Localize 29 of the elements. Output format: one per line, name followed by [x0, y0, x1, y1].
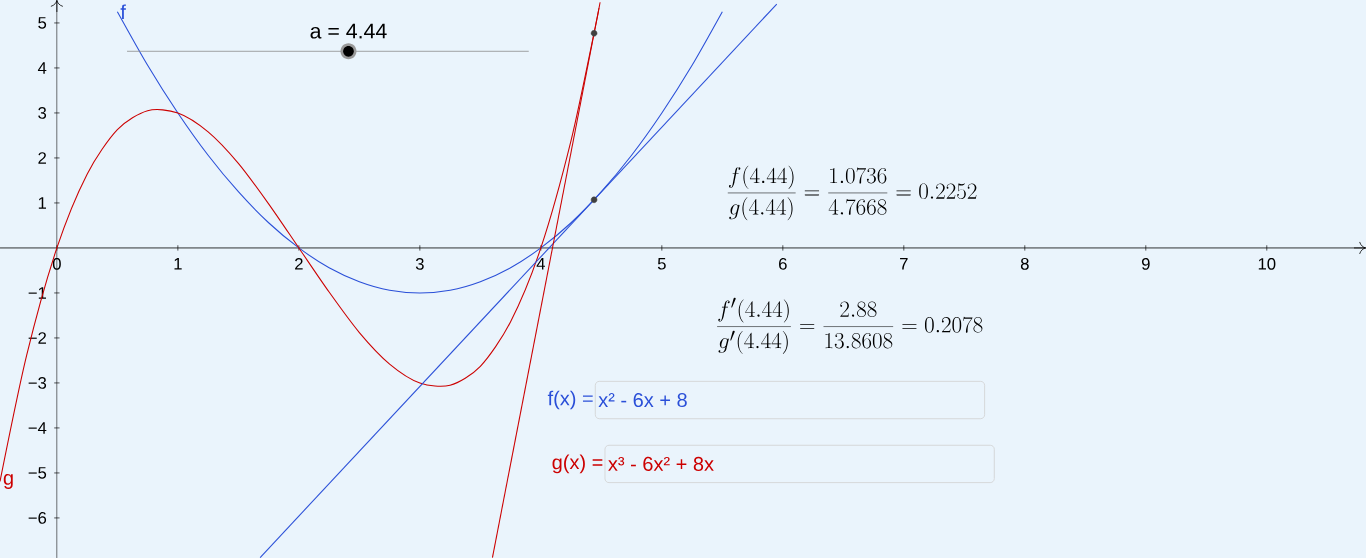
annotation: $\frac{f(4.44)}{g(4.44)} = \frac{1.0736}{4.7668} = 0.2252$ — [727, 165, 977, 221]
y-tick-label: 5 — [38, 17, 47, 29]
x-tick-label: 3 — [415, 257, 424, 270]
series-label: f — [120, 4, 126, 19]
x-tick-label: 4 — [536, 257, 545, 270]
x-tick-label: 7 — [900, 257, 908, 270]
x-tick-label: 1 — [174, 257, 182, 270]
annotation: a = 4.44 — [310, 23, 387, 39]
x-tick-label: 0 — [52, 257, 61, 270]
annotation: g(x) = — [552, 454, 603, 474]
y-tick-label: −3 — [28, 377, 47, 389]
x-tick-label: 6 — [779, 257, 787, 270]
y-tick-label: −4 — [28, 422, 47, 434]
y-tick-label: −6 — [28, 512, 47, 524]
y-tick-label: 3 — [38, 107, 47, 119]
x-tick-label: 2 — [295, 257, 303, 270]
series-label: g — [3, 474, 13, 489]
y-tick-label: 4 — [37, 62, 47, 74]
x-tick-label: 10 — [1258, 257, 1276, 270]
annotation: f(x) = — [547, 390, 593, 410]
x-tick-label: 9 — [1141, 257, 1150, 270]
y-tick-label: 1 — [38, 197, 47, 209]
annotation: x² - 6x + 8 — [598, 392, 687, 408]
x-tick-label: 5 — [657, 257, 666, 270]
x-tick-label: 8 — [1020, 257, 1029, 270]
annotation: $\frac{f'(4.44)}{g'(4.44)} = \frac{2.88}{13.8608} = 0.2078$ — [717, 297, 983, 354]
y-tick-label: 2 — [38, 152, 46, 164]
y-tick-label: −5 — [28, 467, 47, 479]
annotation: x³ - 6x² + 8x — [608, 456, 714, 472]
